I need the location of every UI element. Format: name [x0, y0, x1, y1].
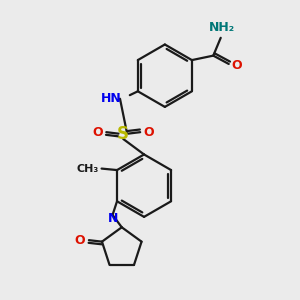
Text: S: S — [117, 125, 129, 143]
Text: O: O — [143, 126, 154, 139]
Text: O: O — [231, 59, 242, 72]
Text: O: O — [93, 126, 103, 139]
Text: NH₂: NH₂ — [209, 21, 235, 34]
Text: O: O — [74, 234, 85, 247]
Text: N: N — [107, 212, 118, 225]
Text: HN: HN — [101, 92, 122, 105]
Text: CH₃: CH₃ — [76, 164, 99, 174]
